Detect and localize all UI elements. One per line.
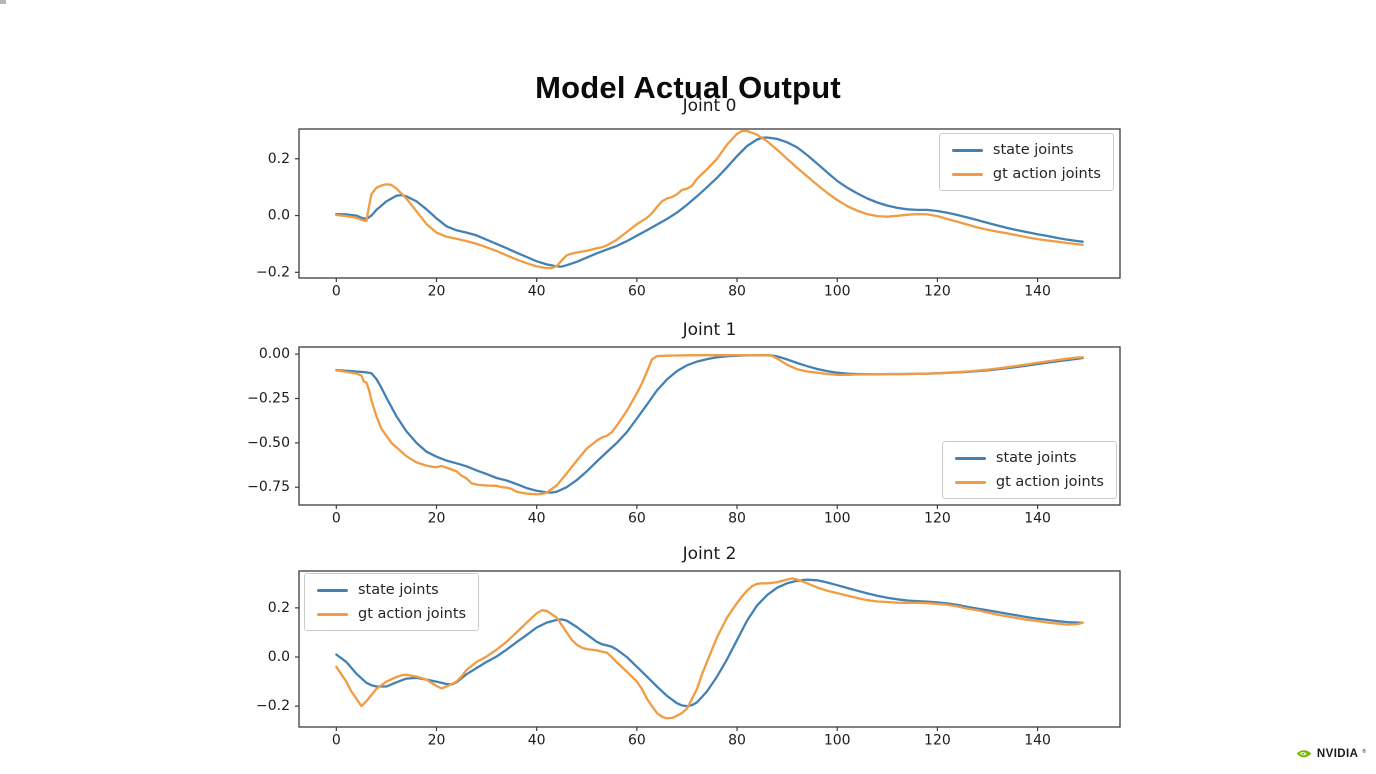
- x-tick-label: 0: [332, 733, 341, 749]
- x-tick-label: 60: [628, 511, 646, 527]
- y-tick-label: 0.0: [268, 208, 290, 224]
- x-tick-label: 40: [528, 511, 546, 527]
- legend-item: gt action joints: [954, 473, 1104, 491]
- series-line-gt-action-joints: [335, 129, 1084, 270]
- x-tick-label: 100: [824, 284, 851, 300]
- x-tick-label: 20: [428, 733, 446, 749]
- legend-label: gt action joints: [992, 165, 1101, 182]
- x-tick-label: 20: [428, 511, 446, 527]
- x-tick-label: 80: [728, 511, 746, 527]
- x-tick-label: 0: [332, 284, 341, 300]
- series-line-state-joints: [335, 136, 1084, 268]
- y-tick-label: −0.2: [256, 698, 290, 714]
- y-tick-label: −0.2: [256, 264, 290, 280]
- legend-joint-0: state joints gt action joints: [938, 133, 1114, 192]
- legend-line-sample: [954, 480, 986, 484]
- legend-label: state joints: [995, 450, 1077, 466]
- legend-item: gt action joints: [317, 606, 466, 623]
- series-line-gt-action-joints: [335, 354, 1084, 496]
- nvidia-eye-icon: [1296, 750, 1312, 758]
- y-tick-label: −0.75: [247, 479, 290, 495]
- y-tick-label: −0.50: [247, 435, 290, 451]
- nvidia-logo: NVIDIA ®: [1295, 747, 1366, 760]
- x-tick-label: 140: [1024, 284, 1051, 300]
- x-tick-label: 140: [1024, 511, 1051, 527]
- x-tick-label: 120: [924, 733, 951, 749]
- x-tick-label: 100: [824, 511, 851, 527]
- x-tick-label: 60: [628, 733, 646, 749]
- legend-label: state joints: [358, 582, 439, 598]
- subplot-joint-1: 0 20 40 60 80 100 120 140 0.00 −0.25 −0.50 −0.75: [247, 346, 1121, 527]
- nvidia-wordmark: NVIDIA: [1316, 747, 1359, 760]
- y-tick-label: 0.0: [268, 649, 290, 665]
- legend-line-sample: [317, 612, 348, 616]
- corner-artifact: [0, 0, 6, 4]
- x-tick-label: 60: [628, 284, 646, 300]
- x-tick-label: 80: [728, 733, 746, 749]
- subplot-title-joint-1: Joint 1: [682, 320, 737, 340]
- legend-line-sample: [951, 148, 983, 152]
- figure-title: Model Actual Output: [535, 69, 841, 105]
- legend-joint-2: state joints gt action joints: [304, 573, 480, 632]
- y-tick-label: 0.2: [268, 151, 290, 167]
- x-tick-label: 40: [528, 284, 546, 300]
- legend-line-sample: [317, 588, 348, 592]
- legend-label: gt action joints: [995, 473, 1104, 490]
- subplot-title-joint-2: Joint 2: [682, 544, 737, 564]
- y-tick-label: 0.2: [268, 600, 290, 616]
- plot-frame: [298, 128, 1121, 279]
- x-tick-label: 120: [924, 511, 951, 527]
- x-tick-label: 20: [428, 284, 446, 300]
- subplot-title-joint-0: Joint 0: [682, 96, 737, 116]
- legend-label: state joints: [992, 142, 1074, 158]
- x-tick-label: 140: [1024, 733, 1051, 749]
- y-tick-label: −0.25: [247, 390, 290, 406]
- x-tick-label: 0: [332, 511, 341, 527]
- legend-label: gt action joints: [358, 605, 467, 622]
- plot-frame: [298, 570, 1121, 728]
- x-tick-label: 80: [728, 284, 746, 300]
- x-tick-label: 120: [924, 284, 951, 300]
- registered-mark: ®: [1362, 749, 1366, 755]
- x-tick-label: 100: [824, 733, 851, 749]
- y-tick-label: 0.00: [259, 346, 290, 362]
- legend-line-sample: [954, 456, 986, 460]
- legend-item: state joints: [317, 582, 466, 599]
- legend-item: state joints: [951, 142, 1101, 159]
- legend-joint-1: state joints gt action joints: [941, 441, 1117, 500]
- legend-item: gt action joints: [951, 165, 1101, 183]
- subplot-joint-2: 0 20 40 60 80 100 120 140 0.2 0.0 −0.2: [256, 570, 1121, 749]
- x-tick-label: 40: [528, 733, 546, 749]
- legend-item: state joints: [954, 450, 1104, 467]
- subplot-joint-0: 0 20 40 60 80 100 120 140 0.2 0.0 −0.2: [256, 128, 1121, 300]
- plot-frame: [298, 346, 1121, 506]
- series-line-gt-action-joints: [335, 577, 1084, 720]
- legend-line-sample: [951, 172, 983, 176]
